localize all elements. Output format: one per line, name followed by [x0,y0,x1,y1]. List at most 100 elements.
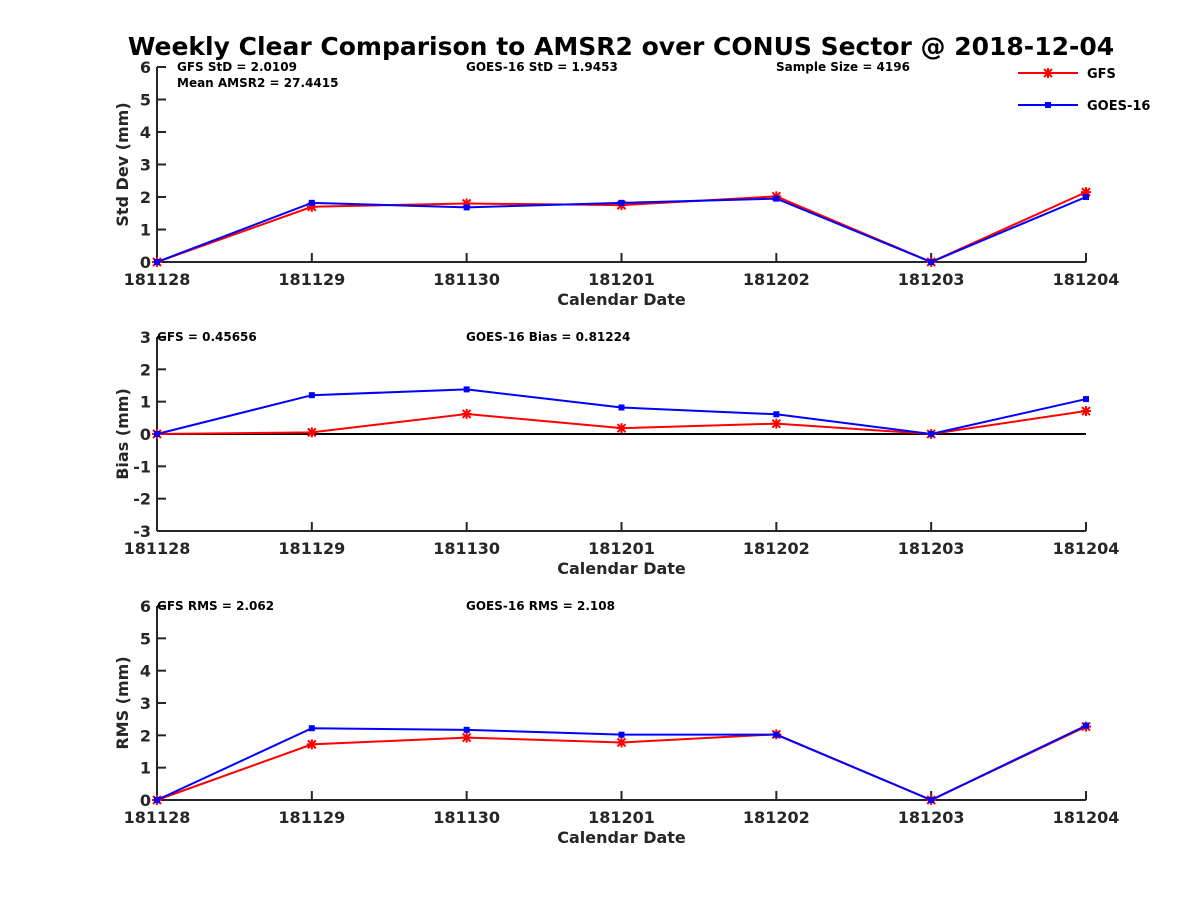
chart-panel-3: 0 1 2 3 4 5 6 181128 181129 181130 181201 181202 181… [113,597,1119,847]
stat-annotation: GFS = 0.45656 [157,330,257,344]
stat-annotation: GOES-16 StD = 1.9453 [466,60,618,74]
marker-stroke [461,732,472,743]
data-point-goes16 [308,199,315,206]
x-tick-label: 181203 [898,270,965,289]
data-point-goes16 [463,204,470,211]
data-point-goes16 [154,431,160,437]
data-point-goes16 [618,731,625,738]
marker-stroke [461,409,472,419]
data-point-gfs [306,739,317,750]
x-tick-label: 181129 [278,539,345,558]
x-tick-label: 181129 [278,808,345,827]
stat-annotation: Mean AMSR2 = 27.4415 [177,76,338,90]
data-point-goes16 [308,725,315,732]
y-axis-label: RMS (mm) [113,656,132,749]
stat-annotation: GFS StD = 2.0109 [177,60,297,74]
y-tick-label: 1 [140,393,151,412]
marker-stroke [307,427,317,438]
x-tick-label: 181128 [124,270,191,289]
legend-marker-square [1045,102,1051,108]
y-tick-label: 3 [140,694,151,713]
x-tick-label: 181203 [898,808,965,827]
legend-item: GOES-16 [1018,99,1150,114]
chart-title: Weekly Clear Comparison to AMSR2 over CO… [128,32,1114,61]
data-point-goes16 [1083,722,1089,729]
x-tick-label: 181201 [588,270,655,289]
y-tick-label: 3 [140,156,151,175]
data-point-goes16 [928,431,935,437]
y-tick-label: 0 [140,253,151,272]
panels: 0 1 2 3 4 5 6 181128 181129 181130 181201 181202 181… [113,58,1119,847]
stat-annotation: GOES-16 RMS = 2.108 [466,599,615,613]
data-point-gfs [306,427,317,438]
data-point-goes16 [618,199,625,206]
marker-stroke [307,739,317,750]
legend-marker-asterisk [1043,68,1053,78]
data-point-goes16 [773,731,780,738]
data-point-goes16 [618,404,625,411]
y-tick-label: 5 [140,629,151,648]
x-tick-label: 181130 [433,808,500,827]
x-tick-label: 181204 [1053,270,1120,289]
y-tick-label: 2 [140,360,151,379]
y-axis-label: Std Dev (mm) [113,102,132,226]
y-tick-label: 0 [140,425,151,444]
y-tick-label: -3 [133,522,151,541]
x-tick-label: 181130 [433,270,500,289]
x-tick-label: 181203 [898,539,965,558]
data-point-gfs [616,423,627,434]
data-point-goes16 [1083,194,1089,200]
x-tick-label: 181204 [1053,539,1120,558]
data-point-goes16 [773,411,780,418]
x-tick-label: 181130 [433,539,500,558]
y-tick-label: -1 [133,457,151,476]
y-tick-label: 5 [140,91,151,110]
x-tick-label: 181202 [743,539,810,558]
legend-label: GFS [1087,67,1116,82]
x-tick-label: 181129 [278,270,345,289]
data-point-goes16 [1083,396,1089,403]
y-tick-label: 1 [140,221,151,240]
stat-annotation: GOES-16 Bias = 0.81224 [466,330,630,344]
marker-stroke [771,418,782,429]
x-tick-label: 181128 [124,808,191,827]
x-tick-label: 181201 [588,539,655,558]
x-axis-label: Calendar Date [557,828,686,847]
x-tick-label: 181201 [588,808,655,827]
y-tick-label: 2 [140,726,151,745]
data-point-gfs [1081,406,1091,417]
y-tick-label: 4 [140,662,151,681]
y-axis-label: Bias (mm) [113,388,132,480]
data-point-goes16 [773,195,780,202]
marker-stroke [616,737,627,748]
stat-annotation: GFS RMS = 2.062 [157,599,274,613]
x-tick-label: 181204 [1053,808,1120,827]
x-tick-label: 181128 [124,539,191,558]
data-point-gfs [771,418,782,429]
y-tick-label: -2 [133,490,151,509]
legend-item: GFS [1018,67,1116,82]
stat-annotation: Sample Size = 4196 [776,60,910,74]
y-tick-label: 1 [140,759,151,778]
data-point-goes16 [154,259,160,265]
y-tick-label: 6 [140,58,151,77]
data-point-gfs [616,737,627,748]
y-tick-label: 2 [140,188,151,207]
legend: GFS GOES-16 [1018,67,1150,114]
data-point-goes16 [463,726,470,733]
x-axis-label: Calendar Date [557,290,686,309]
chart-panel-2: -3 -2 -1 0 1 2 3 181128 181129 181130 181201 181202… [113,328,1119,578]
marker-stroke [616,423,627,433]
data-point-goes16 [308,392,315,399]
legend-label: GOES-16 [1087,99,1150,114]
x-tick-label: 181202 [743,270,810,289]
marker-stroke [1081,406,1091,416]
y-tick-label: 6 [140,597,151,616]
data-point-goes16 [154,797,160,803]
y-tick-label: 4 [140,123,151,142]
y-tick-label: 3 [140,328,151,347]
data-point-gfs [461,732,472,743]
data-point-goes16 [463,386,470,393]
marker-stroke [1043,68,1053,78]
